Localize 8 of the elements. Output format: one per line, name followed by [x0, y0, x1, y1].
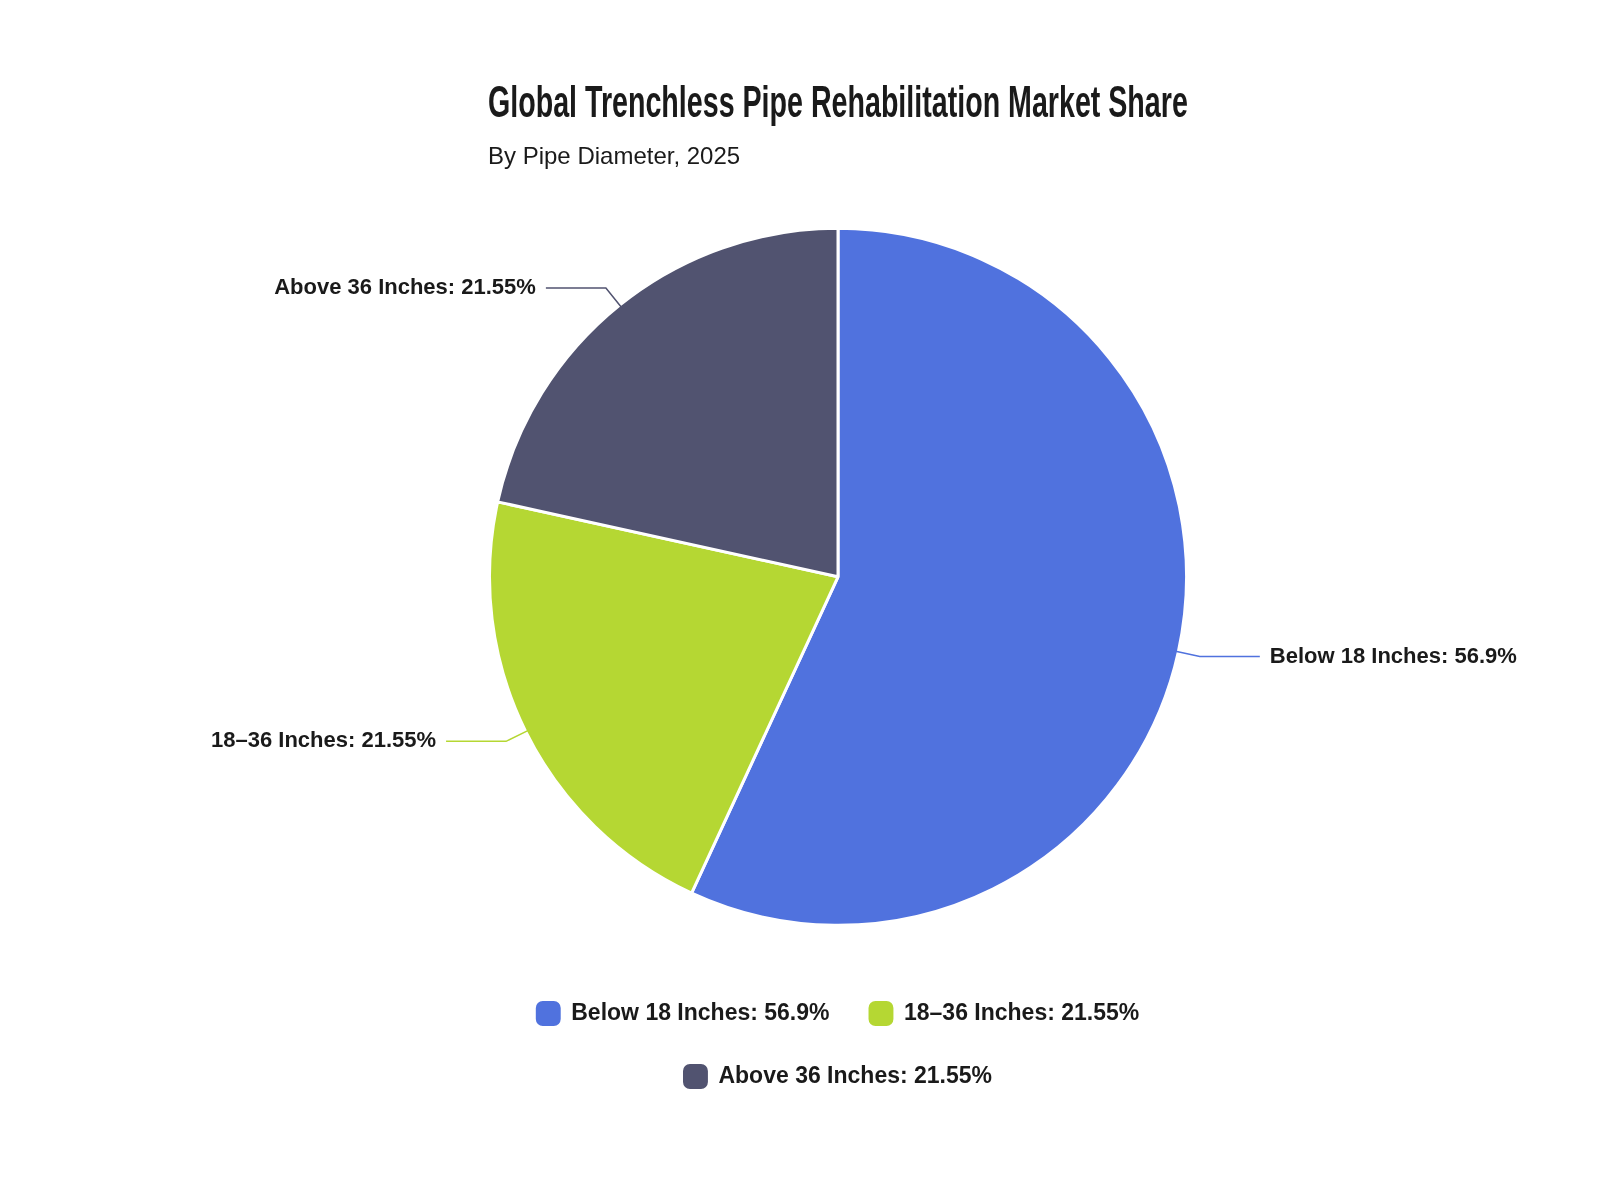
chart-subtitle: By Pipe Diameter, 2025	[488, 141, 741, 169]
slice-label: 18–36 Inches: 21.55%	[211, 727, 437, 753]
slice-label: Below 18 Inches: 56.9%	[1269, 642, 1517, 668]
legend-label: 18–36 Inches: 21.55%	[903, 998, 1140, 1025]
slice-label: Above 36 Inches: 21.55%	[274, 274, 536, 300]
chart-title: Global Trenchless Pipe Rehabilitation Market Share	[488, 76, 1188, 127]
legend-label: Above 36 Inches: 21.55%	[718, 1061, 993, 1088]
legend-label: Below 18 Inches: 56.9%	[571, 998, 830, 1025]
